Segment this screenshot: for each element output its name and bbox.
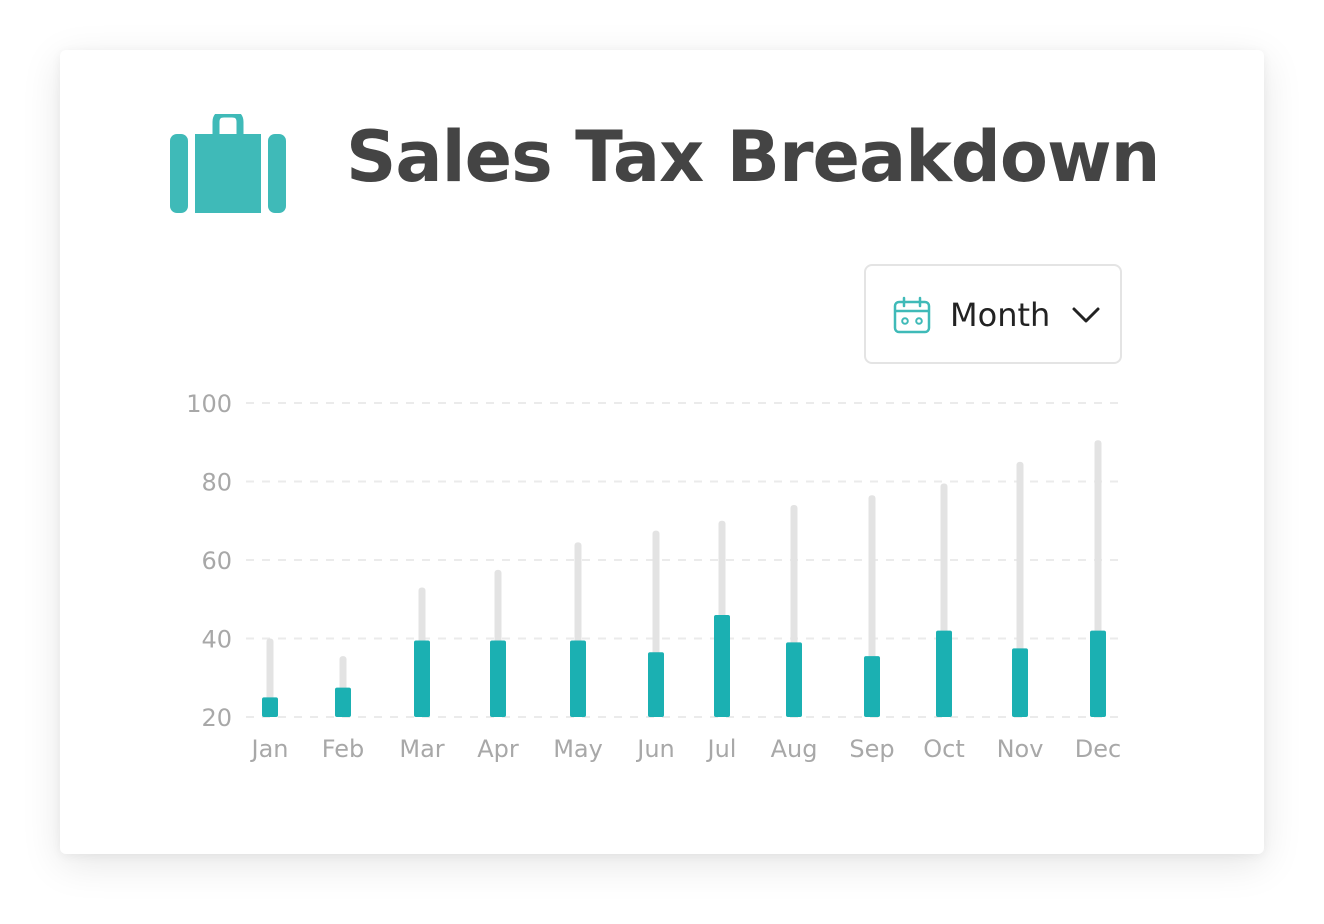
bar [786,642,802,717]
x-tick-label: Jan [250,735,289,763]
x-tick-label: Apr [477,735,519,763]
bar [414,640,430,717]
y-tick-label: 100 [186,390,232,418]
bar [864,656,880,717]
bar [1012,648,1028,717]
bar [262,697,278,717]
sales-tax-card: Sales Tax Breakdown Month 20 40 60 80 100 Jan… [60,50,1264,854]
bar [936,630,952,717]
y-tick-label: 60 [201,547,232,575]
x-tick-label: Sep [849,735,894,763]
y-tick-label: 20 [201,704,232,732]
x-tick-label: Feb [322,735,365,763]
x-tick-label: Jul [706,735,737,763]
page-title: Sales Tax Breakdown [346,116,1160,198]
bar-chart: 20 40 60 80 100 Jan Feb Mar Apr May Jun Jul Aug Sep Oc… [186,390,1124,763]
x-tick-label: Jun [635,735,675,763]
bar [490,640,506,717]
chevron-down-icon [1072,307,1100,323]
period-select[interactable]: Month [864,264,1122,364]
x-tick-label: May [553,735,603,763]
y-tick-label: 80 [201,469,232,497]
bar [648,652,664,717]
x-tick-label: Oct [923,735,965,763]
y-tick-label: 40 [201,626,232,654]
briefcase-icon [170,114,286,213]
x-tick-label: Nov [997,735,1044,763]
bar [335,687,351,717]
bar [714,614,730,717]
calendar-icon [893,296,931,334]
period-select-value: Month [950,296,1051,334]
x-tick-label: Aug [771,735,818,763]
bar [570,640,586,717]
x-tick-label: Dec [1075,735,1121,763]
x-tick-label: Mar [399,735,444,763]
bar [1090,630,1106,717]
